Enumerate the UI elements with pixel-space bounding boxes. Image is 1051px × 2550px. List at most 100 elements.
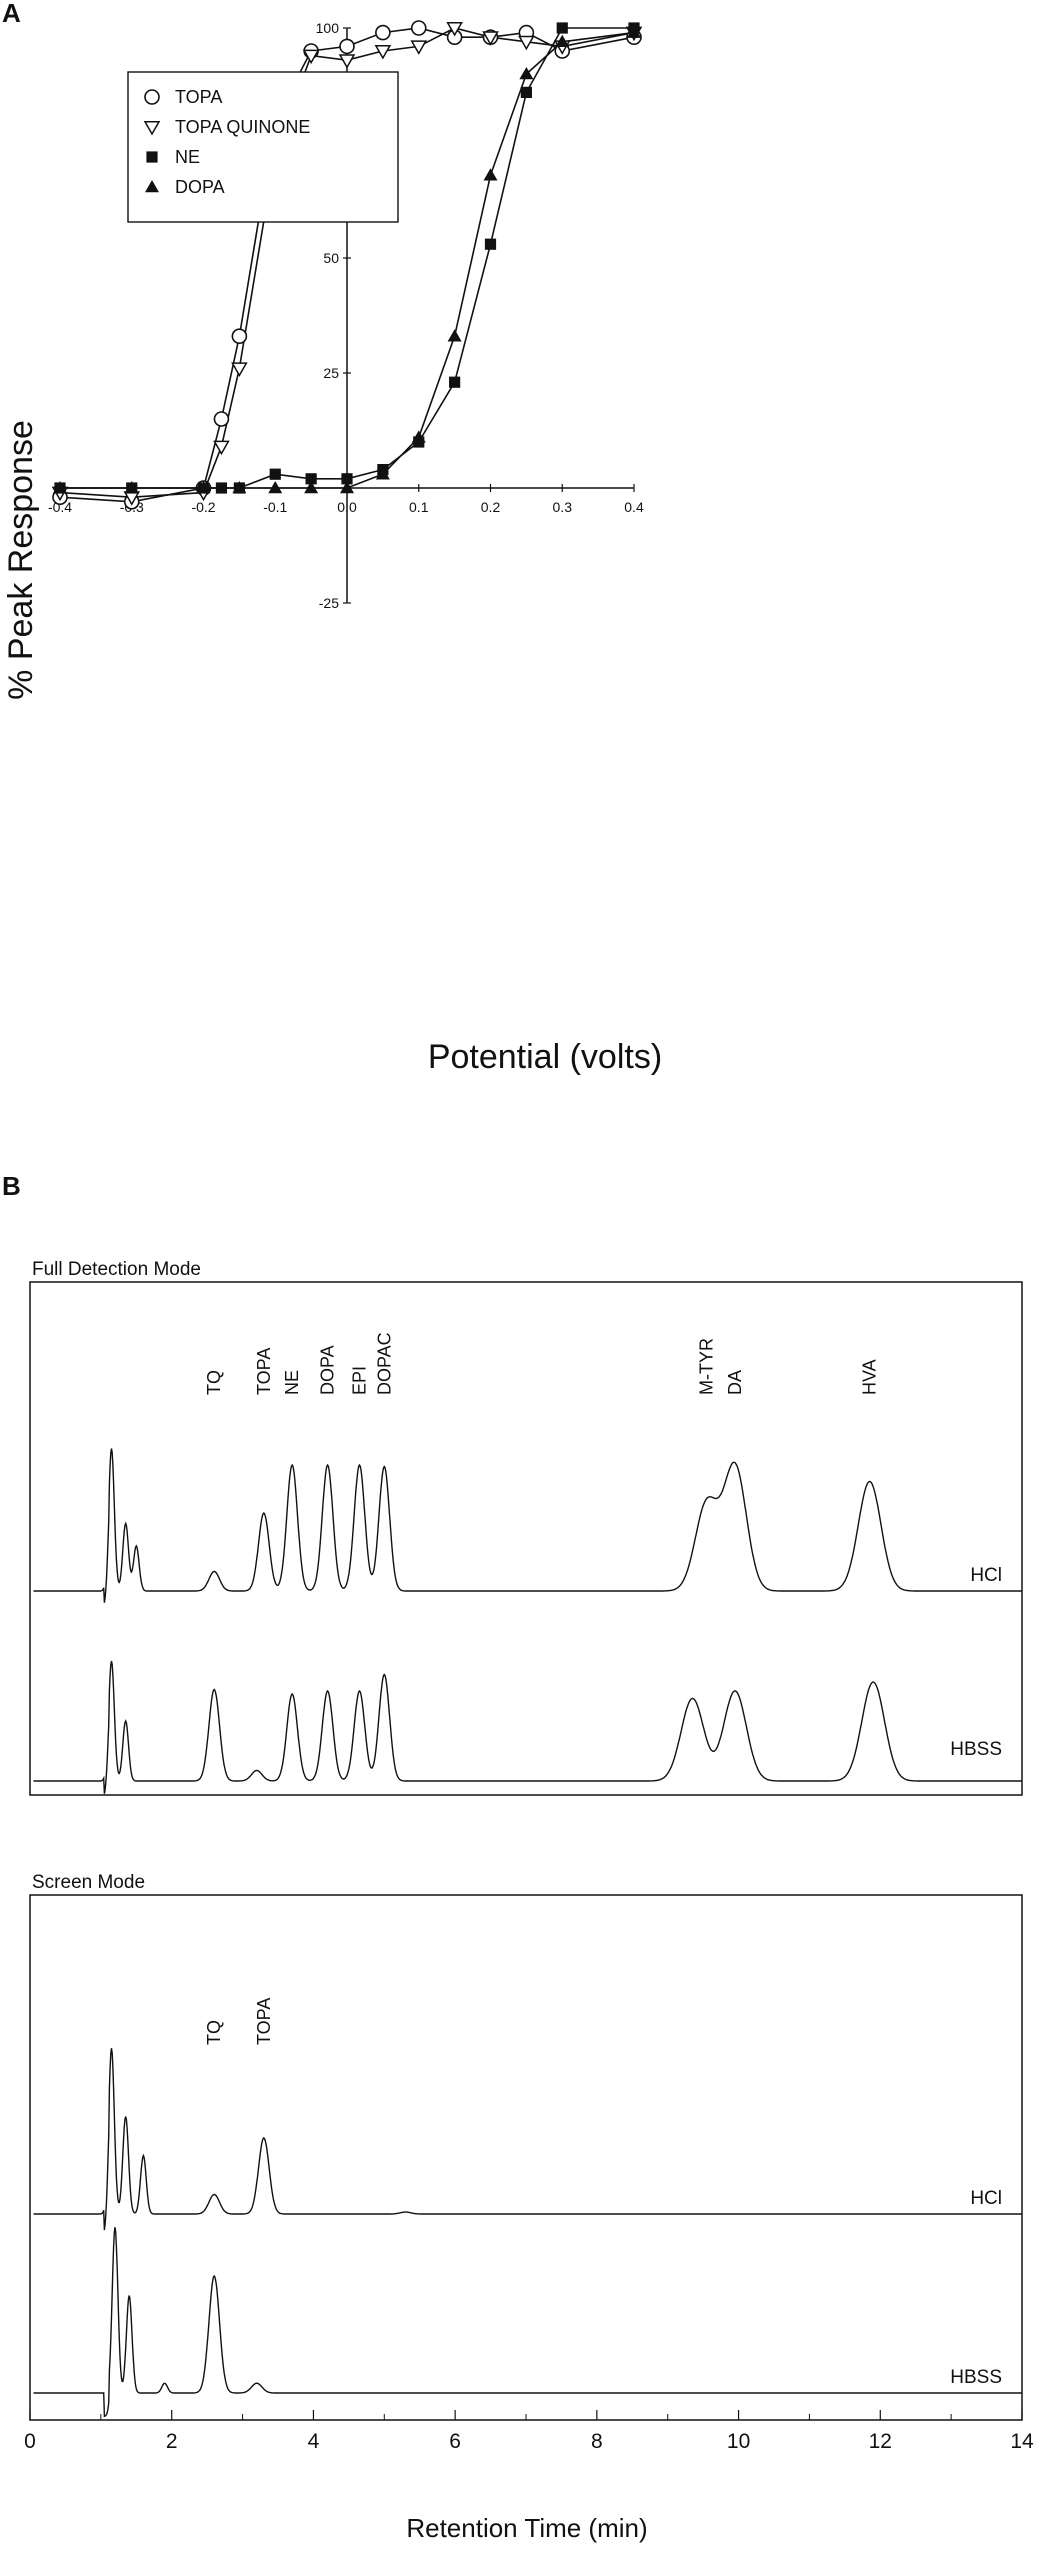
x-tick-label: 0.2 (481, 499, 501, 515)
peak-label-epi: EPI (349, 1366, 369, 1395)
x-tick-label: 0.0 (337, 499, 357, 515)
peak-label-ne: NE (282, 1370, 302, 1395)
peak-label-da: DA (725, 1370, 745, 1395)
data-point-ne (484, 238, 497, 250)
x-tick-label: 0.1 (409, 499, 429, 515)
data-point-topa (231, 328, 248, 345)
trace-full-detection-hcl (33, 1448, 1022, 1603)
trace-full-detection-hbss (33, 1660, 1022, 1794)
screen-mode-trace-label-hcl: HCl (970, 2188, 1002, 2209)
y-tick-label: -25 (319, 595, 339, 611)
data-point-topa-quinone (374, 45, 392, 60)
data-point-topa (375, 24, 391, 41)
x-tick-label: -0.1 (263, 499, 287, 515)
data-point-topa-quinone (518, 35, 535, 51)
legend-marker-topa (144, 89, 160, 105)
x-tick-label: 8 (591, 2430, 603, 2453)
legend-label-ne: NE (175, 147, 200, 167)
full-detection-trace-label-hcl: HCl (970, 1565, 1002, 1586)
screen-mode-label: Screen Mode (32, 1872, 145, 1893)
peak-label-topa: TOPA (254, 1348, 274, 1395)
data-point-topa (410, 20, 427, 36)
x-tick-label: 0 (24, 2430, 36, 2453)
data-point-dopa (411, 430, 426, 443)
data-point-dopa (53, 481, 67, 494)
x-tick-label: 14 (1010, 2430, 1034, 2453)
x-tick-label: 0.4 (624, 499, 644, 515)
panel-a-letter: A (2, 0, 21, 28)
data-point-dopa (268, 481, 283, 494)
x-tick-label: 0.3 (553, 499, 573, 515)
data-point-topa-quinone (213, 440, 230, 456)
data-point-dopa (196, 481, 211, 494)
panel-b-letter: B (2, 1171, 21, 1201)
data-point-topa (213, 411, 230, 427)
x-tick-label: 4 (308, 2430, 320, 2453)
legend-label-topa-quinone: TOPA QUINONE (175, 117, 310, 137)
data-point-ne (269, 468, 281, 480)
legend-marker-ne (146, 151, 158, 163)
x-tick-label: -0.4 (48, 499, 72, 515)
x-tick-label: 12 (869, 2430, 892, 2453)
data-point-topa-quinone (302, 49, 320, 65)
data-point-dopa (124, 481, 139, 494)
x-tick-label: 6 (449, 2430, 461, 2453)
data-point-dopa (447, 329, 462, 342)
panel-a-axes: -0.4-0.3-0.2-0.10.00.10.20.30.4100755025… (48, 20, 644, 611)
x-tick-label: 10 (727, 2430, 750, 2453)
data-point-ne (305, 473, 317, 485)
data-point-topa-quinone (231, 362, 248, 377)
data-point-topa (339, 38, 355, 55)
panel-a-markers (51, 20, 643, 510)
legend-label-dopa: DOPA (175, 177, 225, 197)
x-tick-label: -0.2 (191, 499, 215, 515)
full-detection-mode-label: Full Detection Mode (32, 1259, 201, 1280)
trace-screen-mode-hbss (33, 2227, 1022, 2418)
peak-label-topa: TOPA (254, 1998, 274, 2045)
data-point-ne (556, 22, 568, 34)
panel-a-y-axis-title: % Peak Response (2, 420, 40, 700)
full-detection-mode-traces (33, 1448, 1022, 1794)
peak-label-hva: HVA (860, 1359, 880, 1395)
peak-label-m-tyr: M-TYR (697, 1338, 717, 1395)
screen-mode-traces (33, 2048, 1022, 2418)
data-point-topa-quinone (410, 40, 428, 55)
data-point-ne (215, 482, 228, 494)
trace-screen-mode-hcl (33, 2048, 1022, 2231)
data-point-dopa (627, 25, 641, 38)
panel-a-chart: -0.4-0.3-0.2-0.10.00.10.20.30.4100755025… (2, 20, 662, 1076)
full-detection-mode-frame (29, 1281, 1023, 1796)
x-tick-label: 2 (166, 2430, 178, 2453)
y-tick-label: 100 (316, 20, 340, 36)
data-point-dopa (340, 481, 354, 494)
data-point-ne (341, 473, 353, 485)
full-detection-trace-label-hbss: HBSS (950, 1739, 1002, 1760)
legend-label-topa: TOPA (175, 87, 222, 107)
peak-label-dopa: DOPA (318, 1345, 338, 1395)
peak-label-dopac: DOPAC (374, 1332, 394, 1395)
legend-box (127, 71, 399, 223)
screen-mode-x-axis: 0 2 4 6 8 10 12 14 (24, 2410, 1034, 2453)
peak-label-tq: TQ (204, 2020, 224, 2045)
data-point-dopa (375, 467, 390, 480)
legend-marker-topa-quinone (143, 121, 161, 136)
full-detection-mode-peak-labels: TQ TOPA NE DOPA EPI DOPAC M-TYR DA HVA (204, 1332, 879, 1395)
data-point-dopa (232, 481, 247, 494)
data-point-topa-quinone (338, 54, 356, 69)
peak-label-tq: TQ (204, 1370, 224, 1395)
y-tick-label: 50 (323, 250, 339, 266)
data-point-ne (449, 376, 461, 388)
data-point-dopa (483, 168, 498, 181)
data-point-ne (520, 86, 532, 98)
screen-mode-trace-label-hbss: HBSS (950, 2367, 1002, 2388)
data-point-dopa (304, 481, 319, 494)
data-point-topa-quinone (446, 22, 463, 37)
panel-a-x-axis-title: Potential (volts) (428, 1038, 662, 1076)
panel-b-x-axis-title: Retention Time (min) (406, 2513, 647, 2543)
data-point-topa-quinone (482, 31, 499, 46)
panel-a-legend: TOPA TOPA QUINONE NE DOPA (127, 71, 399, 223)
data-point-dopa (555, 34, 570, 48)
y-tick-label: 25 (323, 365, 339, 381)
screen-mode-peak-labels: TQ TOPA (204, 1998, 274, 2045)
